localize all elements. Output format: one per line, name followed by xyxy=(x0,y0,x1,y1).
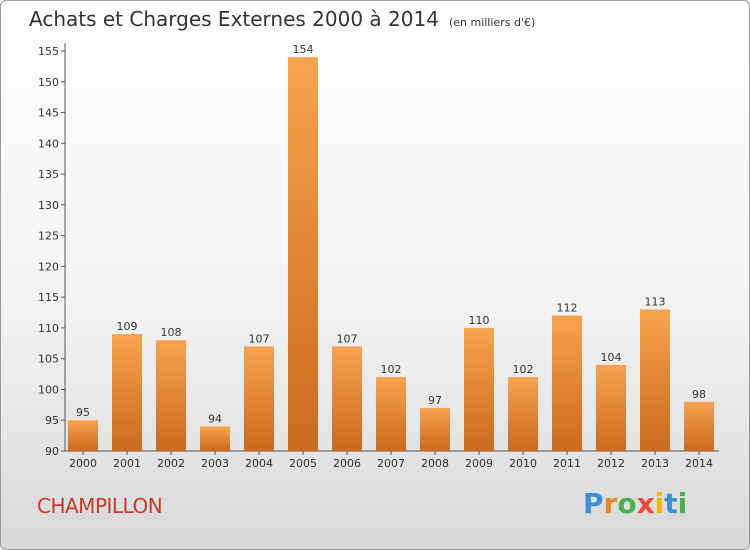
chart-title: Achats et Charges Externes 2000 à 2014 (e… xyxy=(29,7,535,31)
data-label-2002: 108 xyxy=(161,326,182,339)
bar-2000 xyxy=(68,420,98,451)
data-label-2000: 95 xyxy=(76,406,90,419)
x-tick-label: 2007 xyxy=(377,457,405,470)
bar-2014 xyxy=(684,401,714,451)
y-tick-label: 145 xyxy=(38,107,59,120)
y-tick-label: 120 xyxy=(38,260,59,273)
data-label-2013: 113 xyxy=(645,295,666,308)
y-tick-label: 150 xyxy=(38,76,59,89)
bar-2008 xyxy=(420,407,450,451)
x-tick-label: 2000 xyxy=(69,457,97,470)
y-tick-label: 125 xyxy=(38,230,59,243)
bar-2012 xyxy=(596,364,626,451)
data-labels-group: 95 109 108 94 107 154 107 102 97 110 102 112 104 113 9… xyxy=(76,43,706,425)
bars-group xyxy=(68,57,714,452)
bar-2001 xyxy=(112,334,142,451)
bar-2003 xyxy=(200,426,230,451)
commune-name: CHAMPILLON xyxy=(37,494,163,518)
data-label-2007: 102 xyxy=(381,363,402,376)
data-label-2005: 154 xyxy=(293,43,314,56)
x-tick-label: 2011 xyxy=(553,457,581,470)
data-label-2010: 102 xyxy=(513,363,534,376)
logo-letter: o xyxy=(617,487,637,520)
chart-unit-text: (en milliers d'€) xyxy=(448,16,536,29)
bar-2009 xyxy=(464,327,494,451)
x-tick-label: 2012 xyxy=(597,457,625,470)
logo-letter: P xyxy=(583,487,604,520)
bar-2005 xyxy=(288,57,318,452)
data-label-2009: 110 xyxy=(469,314,490,327)
y-tick-label: 130 xyxy=(38,199,59,212)
logo-letter: x xyxy=(636,487,655,520)
y-tick-label: 110 xyxy=(38,322,59,335)
x-tick-label: 2009 xyxy=(465,457,493,470)
bar-2002 xyxy=(156,340,186,451)
data-label-2003: 94 xyxy=(208,412,222,425)
x-tick-label: 2006 xyxy=(333,457,361,470)
x-tick-label: 2013 xyxy=(641,457,669,470)
y-tick-label: 155 xyxy=(38,45,59,58)
y-tick-label: 140 xyxy=(38,137,59,150)
data-label-2012: 104 xyxy=(601,351,622,364)
bar-2004 xyxy=(244,346,274,451)
x-tick-label: 2008 xyxy=(421,457,449,470)
logo-letter: r xyxy=(603,487,618,520)
x-tick-label: 2003 xyxy=(201,457,229,470)
x-tick-label: 2004 xyxy=(245,457,273,470)
y-tick-label: 135 xyxy=(38,168,59,181)
bar-2007 xyxy=(376,377,406,451)
y-axis: 90 95 100 105 110 115 120 125 130 135 140 145 150 155 xyxy=(38,43,66,458)
logo-letter: t xyxy=(664,487,678,520)
data-label-2004: 107 xyxy=(249,332,270,345)
data-label-2014: 98 xyxy=(692,388,706,401)
x-tick-label: 2014 xyxy=(685,457,713,470)
proxiti-logo: Proxiti xyxy=(583,487,687,520)
x-tick-label: 2005 xyxy=(289,457,317,470)
x-tick-label: 2001 xyxy=(113,457,141,470)
y-tick-label: 95 xyxy=(45,414,59,427)
data-label-2011: 112 xyxy=(557,302,578,315)
y-tick-label: 90 xyxy=(45,445,59,458)
bar-2013 xyxy=(640,309,670,451)
x-axis: 2000 2001 2002 2003 2004 2005 2006 2007 2008 2009… xyxy=(65,450,719,470)
y-tick-label: 100 xyxy=(38,383,59,396)
logo-letter: i xyxy=(677,487,688,520)
bar-2011 xyxy=(552,315,582,451)
data-label-2006: 107 xyxy=(337,332,358,345)
y-tick-label: 105 xyxy=(38,353,59,366)
bar-2010 xyxy=(508,377,538,451)
data-label-2001: 109 xyxy=(117,320,138,333)
chart-title-text: Achats et Charges Externes 2000 à 2014 xyxy=(29,7,439,31)
y-tick-label: 115 xyxy=(38,291,59,304)
x-tick-label: 2002 xyxy=(157,457,185,470)
data-label-2008: 97 xyxy=(428,394,442,407)
x-tick-label: 2010 xyxy=(509,457,537,470)
bar-2006 xyxy=(332,346,362,451)
logo-letter: i xyxy=(654,487,665,520)
